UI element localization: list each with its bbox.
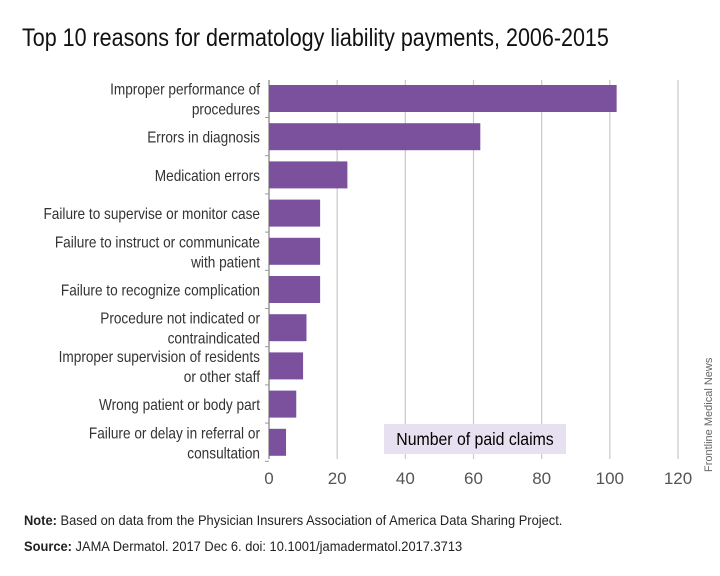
category-label: procedures (192, 102, 260, 119)
category-label: with patient (190, 255, 260, 272)
x-tick-label: 100 (596, 469, 624, 488)
x-tick-label: 20 (328, 469, 347, 488)
bar (269, 352, 304, 380)
bar (269, 161, 348, 189)
category-label: Improper performance of (110, 82, 261, 99)
category-label: Failure to supervise or monitor case (43, 206, 260, 223)
bar (269, 314, 307, 342)
category-label: Wrong patient or body part (99, 397, 260, 414)
bar (269, 276, 321, 303)
x-tick-label: 80 (532, 469, 551, 488)
x-axis-label-box (384, 424, 566, 454)
bar (269, 85, 617, 112)
bar (269, 390, 297, 418)
credit: Frontline Medical News (703, 357, 715, 472)
category-label: Medication errors (155, 168, 260, 185)
note: Note: Based on data from the Physician I… (24, 512, 562, 528)
category-label: consultation (187, 446, 260, 463)
note-text: Based on data from the Physician Insurer… (56, 512, 563, 528)
chart-title: Top 10 reasons for dermatology liability… (22, 24, 609, 52)
bar (269, 428, 287, 456)
x-tick-label: 0 (264, 469, 273, 488)
category-label: Errors in diagnosis (147, 130, 260, 147)
x-axis-label: Number of paid claims (396, 429, 553, 449)
x-tick-label: 40 (396, 469, 415, 488)
note-label: Note: (24, 512, 57, 528)
bar (269, 237, 321, 265)
x-tick-label: 120 (664, 469, 692, 488)
category-label: Failure or delay in referral or (89, 426, 260, 443)
source: Source: JAMA Dermatol. 2017 Dec 6. doi: … (24, 538, 462, 554)
category-label: or other staff (184, 369, 261, 386)
source-text: JAMA Dermatol. 2017 Dec 6. doi: 10.1001/… (71, 538, 463, 554)
bar (269, 123, 481, 151)
x-tick-label: 60 (464, 469, 483, 488)
category-label: contraindicated (168, 331, 260, 348)
category-label: Failure to instruct or communicate (55, 235, 260, 252)
bar (269, 199, 321, 227)
source-label: Source: (24, 538, 72, 554)
category-label: Improper supervision of residents (59, 349, 260, 366)
category-label: Procedure not indicated or (100, 311, 260, 328)
category-label: Failure to recognize complication (61, 283, 260, 300)
